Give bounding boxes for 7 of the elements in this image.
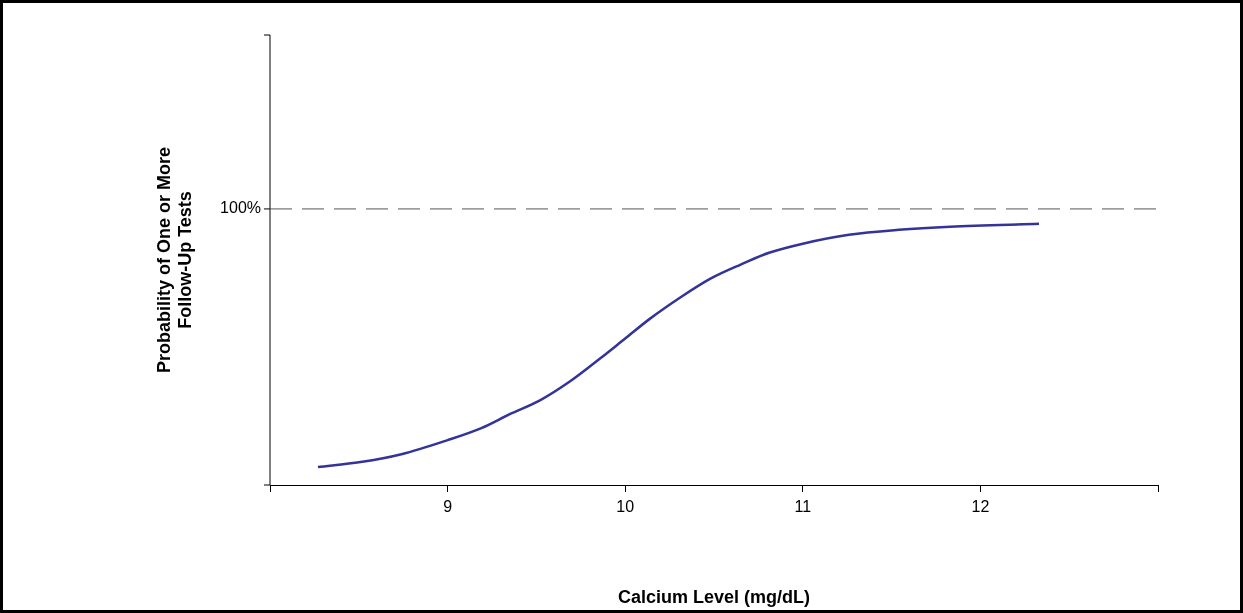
x-tick-label: 12 (971, 498, 990, 516)
x-tick-label: 9 (443, 498, 453, 516)
x-tick-label: 10 (616, 498, 635, 516)
text: 100% (220, 199, 261, 217)
x-axis-title: Calcium Level (mg/dL) (617, 587, 811, 608)
x-tick-label: 11 (794, 498, 812, 516)
y-axis-title: Probability of One or More Follow-Up Tests (153, 146, 196, 374)
